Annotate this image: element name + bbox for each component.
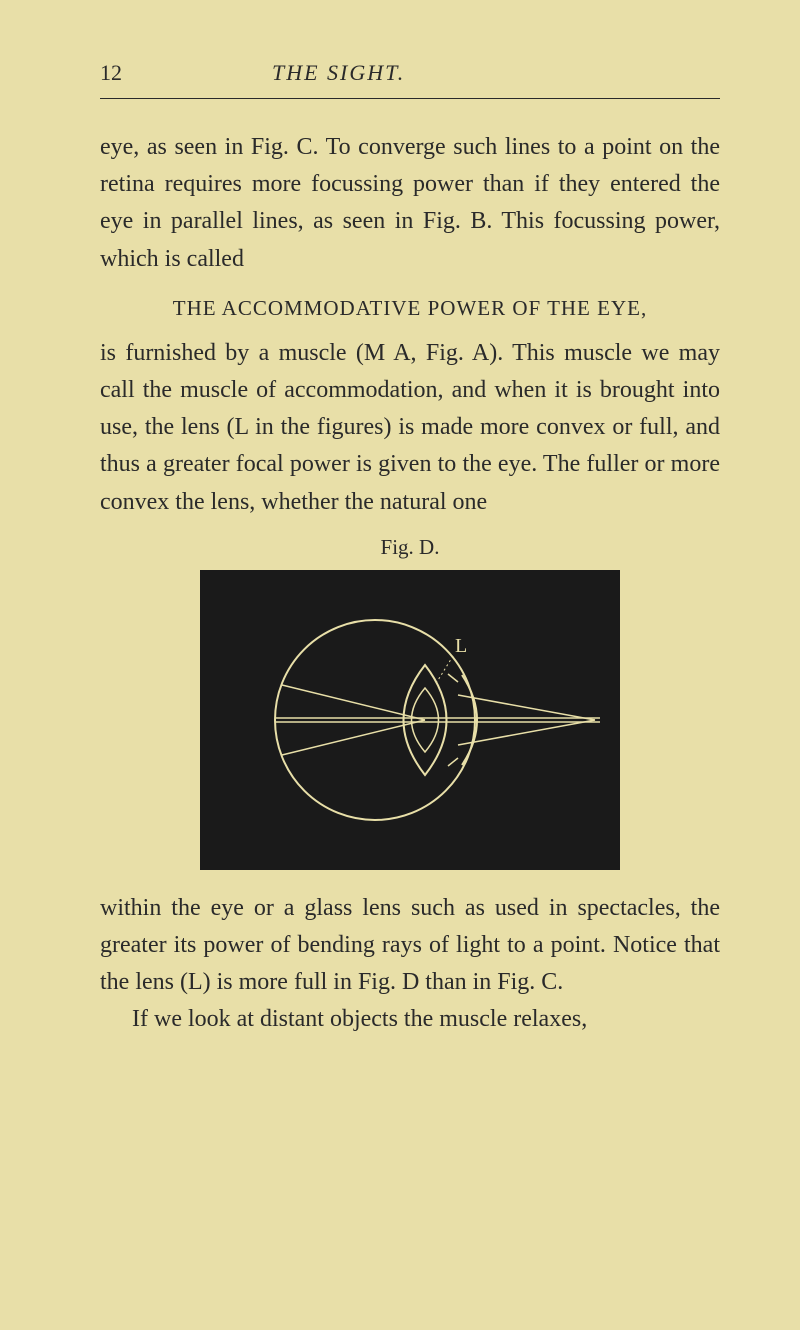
lens-label: L bbox=[455, 635, 467, 657]
section-heading: THE ACCOMMODATIVE POWER OF THE EYE, bbox=[100, 296, 720, 321]
body-paragraph-4: If we look at distant objects the muscle… bbox=[100, 1001, 720, 1038]
body-paragraph-2: is furnished by a muscle (M A, Fig. A). … bbox=[100, 335, 720, 521]
figure-container: L bbox=[100, 570, 720, 870]
page-header: 12 THE SIGHT. bbox=[100, 60, 720, 86]
eye-diagram-figure: L bbox=[200, 570, 620, 870]
header-divider bbox=[100, 98, 720, 99]
page-number: 12 bbox=[100, 60, 122, 86]
figure-caption: Fig. D. bbox=[100, 535, 720, 560]
body-paragraph-1: eye, as seen in Fig. C. To converge such… bbox=[100, 129, 720, 278]
body-paragraph-3: within the eye or a glass lens such as u… bbox=[100, 890, 720, 1002]
book-title: THE SIGHT. bbox=[272, 60, 405, 86]
